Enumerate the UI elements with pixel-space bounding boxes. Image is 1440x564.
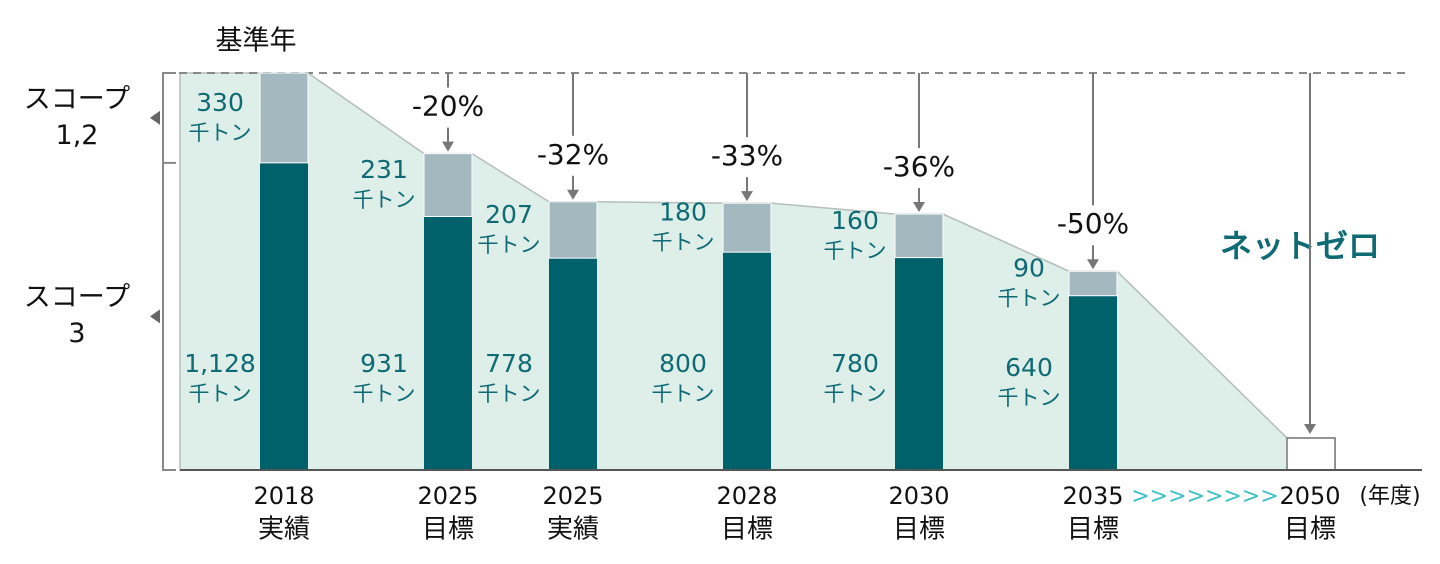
x-tick-sublabel: 実績: [258, 515, 310, 545]
bar-scope12: [894, 213, 944, 259]
unit-label: 千トン: [824, 239, 887, 263]
reduction-label: -20%: [412, 90, 484, 123]
x-tick-label: 2025: [417, 482, 478, 510]
reduction-label: -32%: [537, 138, 609, 171]
unit-label: 千トン: [652, 231, 715, 255]
arrow-head: [741, 191, 753, 202]
value-label: 231: [360, 155, 408, 184]
reduction-label: -50%: [1057, 207, 1129, 240]
value-label: 207: [485, 200, 533, 229]
unit-label: 千トン: [998, 286, 1061, 310]
legend-entry: スコープ 3: [23, 282, 131, 350]
bracket-pointer: [150, 110, 160, 125]
unit-label: 千トン: [652, 382, 715, 406]
bar-scope12: [423, 153, 473, 217]
x-tick-sublabel: 目標: [1067, 515, 1119, 545]
value-label: 778: [485, 349, 533, 378]
bracket-pointer: [150, 309, 160, 324]
bar-scope12: [722, 202, 772, 253]
bar-scope3: [1069, 295, 1117, 470]
x-tick-sublabel: 目標: [721, 515, 773, 545]
x-tick-sublabel: 目標: [422, 515, 474, 545]
legend-entry: スコープ 1,2: [23, 83, 131, 151]
bar-scope12: [259, 72, 309, 164]
unit-label: 千トン: [353, 382, 416, 406]
bar-scope3: [549, 258, 597, 470]
unit-label: 千トン: [353, 188, 416, 212]
arrow-head: [1087, 259, 1099, 270]
value-label: 640: [1005, 353, 1053, 382]
bar-scope3: [895, 257, 943, 470]
x-tick-label: 2018: [253, 482, 314, 510]
unit-label: 千トン: [824, 382, 887, 406]
x-tick-label: 2050: [1279, 482, 1340, 510]
bar-scope12: [1068, 270, 1118, 297]
bar-scope12: [548, 201, 598, 259]
value-label: 1,128: [184, 349, 256, 378]
arrow-head: [1304, 424, 1316, 434]
bar-scope3: [260, 162, 308, 471]
bar-scope3: [424, 216, 472, 470]
unit-label: 千トン: [998, 386, 1061, 410]
net-zero-annotation: ネットゼロ: [1220, 227, 1380, 265]
x-tick-label: 2025: [542, 482, 603, 510]
unit-label: 千トン: [189, 382, 252, 406]
baseline-annotation: 基準年: [216, 26, 297, 57]
unit-label: 千トン: [189, 121, 252, 145]
arrow-head: [567, 189, 579, 200]
unit-label: 千トン: [478, 382, 541, 406]
reduction-label: -36%: [883, 150, 955, 183]
net-zero-box: [1286, 437, 1336, 471]
x-tick-label: 2028: [716, 482, 777, 510]
x-tick-label: 2035: [1062, 482, 1123, 510]
value-label: 931: [360, 349, 408, 378]
value-label: 800: [659, 349, 707, 378]
x-tick-label: 2030: [888, 482, 949, 510]
x-separator: >>>>>>>>: [1131, 484, 1278, 509]
value-label: 160: [831, 206, 879, 235]
x-tick-sublabel: 目標: [893, 515, 945, 545]
bar-scope3: [723, 252, 771, 470]
value-label: 330: [196, 88, 244, 117]
x-axis-label: (年度): [1359, 484, 1420, 509]
arrow-head: [913, 202, 925, 213]
plot: 2018 実績 330 千トン 1,128 千トン 2025 目標 231 千トン 931 千トン -2…: [150, 72, 1422, 545]
arrow-head: [442, 141, 454, 152]
value-label: 180: [659, 198, 707, 227]
unit-label: 千トン: [478, 233, 541, 257]
x-tick-sublabel: 実績: [547, 515, 599, 545]
scope-bracket: [162, 72, 176, 471]
x-tick-sublabel: 目標: [1284, 515, 1336, 545]
value-label: 780: [831, 349, 879, 378]
value-label: 90: [1013, 253, 1045, 282]
reduction-label: -33%: [711, 139, 783, 172]
